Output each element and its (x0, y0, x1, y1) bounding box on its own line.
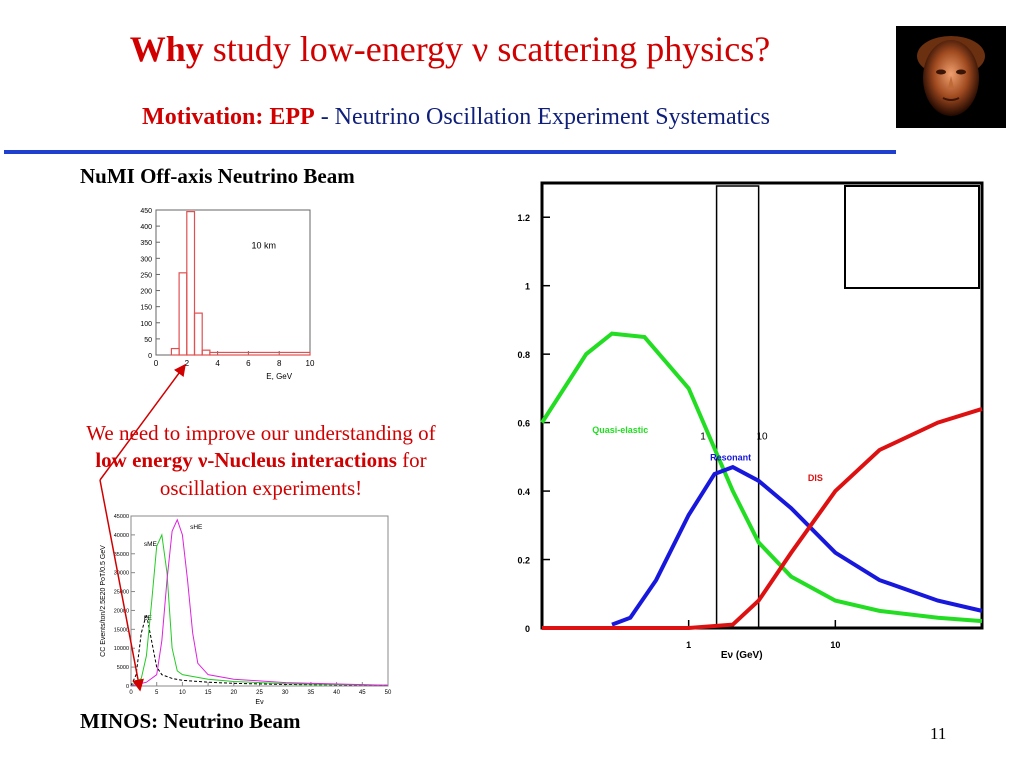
minos-x-tick-label: 10 (179, 690, 186, 696)
note-line-2-rest: for (396, 448, 427, 473)
numi-y-tick-label: 450 (140, 208, 152, 215)
numi-x-tick-label: 8 (277, 359, 282, 368)
minos-series-sme (130, 533, 389, 687)
minos-x-tick-label: 30 (282, 690, 289, 696)
minos-y-tick-label: 15000 (114, 627, 129, 633)
title-emphasis: Why (129, 29, 204, 69)
title-rest: study low-energy ν scattering physics? (203, 29, 771, 69)
numi-x-tick-label: 10 (306, 359, 315, 368)
note-line-3: oscillation experiments! (159, 475, 363, 500)
minos-x-axis-label: Eν (255, 699, 264, 706)
minos-series-le (130, 614, 389, 687)
numi-x-tick-label: 6 (246, 359, 251, 368)
numi-histogram-bar (193, 312, 203, 356)
minos-x-tick-label: 5 (155, 690, 159, 696)
page-number: 11 (930, 724, 947, 743)
minos-series-label: sME (144, 541, 158, 548)
cross-section-chart: 0 0.2 0.4 0.6 0.8 1 1.2 1 10 Eν (GeV) Quasi-elasti… (517, 181, 984, 661)
xs-x-axis-label: Eν (GeV) (721, 650, 763, 661)
minos-x-tick-label: 35 (308, 690, 315, 696)
xs-x-tick-label: 10 (830, 640, 840, 650)
numi-chart-title: 10 km (251, 241, 276, 251)
minos-y-axis-label: CC Events/ton/2.5E20 PoT/0.5 GeV (100, 545, 107, 657)
minos-series-label: LE (144, 615, 153, 622)
minos-y-tick-label: 20000 (114, 608, 129, 614)
xs-series-label: Quasi-elastic (592, 425, 648, 435)
numi-y-tick-label: 200 (140, 289, 152, 296)
numi-y-tick-label: 400 (140, 224, 152, 231)
xs-annotation: 10 (756, 432, 768, 443)
slide-subtitle: Motivation: EPP - Neutrino Oscillation E… (0, 104, 912, 131)
numi-y-tick-label: 350 (140, 240, 152, 247)
numi-y-tick-label: 150 (140, 305, 152, 312)
xs-y-tick-label: 0 (525, 624, 530, 634)
minos-y-tick-label: 5000 (117, 665, 129, 671)
numi-x-tick-label: 2 (185, 359, 190, 368)
numi-x-axis-label: E, GeV (266, 372, 292, 380)
numi-y-tick-label: 300 (140, 256, 152, 263)
numi-y-tick-label: 50 (144, 337, 152, 344)
minos-x-tick-label: 40 (333, 690, 340, 696)
minos-x-tick-label: 0 (129, 690, 133, 696)
xs-series-line (540, 331, 983, 624)
minos-y-tick-label: 40000 (114, 533, 129, 539)
minos-series-label: sHE (190, 524, 203, 531)
minos-y-tick-label: 30000 (114, 571, 129, 577)
xs-legend-box (844, 185, 980, 289)
xs-series-line (542, 407, 983, 630)
numi-histogram-bar (209, 351, 311, 356)
arrow-to-numi-peak (99, 363, 186, 481)
note-line-1: We need to improve our understanding of (86, 421, 436, 445)
minos-series-she (130, 518, 389, 687)
xs-series-line (611, 464, 983, 627)
numi-x-tick-label: 4 (215, 359, 220, 368)
xs-series-label: DIS (808, 473, 823, 483)
xs-y-tick-label: 0.4 (517, 487, 530, 497)
minos-x-tick-label: 50 (385, 690, 392, 696)
minos-y-tick-label: 0 (126, 684, 129, 690)
title-divider (4, 150, 896, 154)
minos-x-tick-label: 15 (205, 690, 212, 696)
xs-series-label: Resonant (710, 452, 751, 462)
xs-y-tick-label: 0.2 (517, 556, 530, 566)
subtitle-emphasis: Motivation: EPP (142, 104, 315, 130)
numi-histogram: 0 50 100 150 200 250 300 350 400 450 0 2 4 6 8 10 10 km E… (140, 208, 315, 380)
xs-x-tick-label: 1 (686, 640, 691, 650)
xs-y-tick-label: 0.6 (517, 419, 530, 429)
minos-beam-label: MINOS: Neutrino Beam (80, 709, 301, 733)
note-emphasis: low energy ν-Nucleus interactions (95, 448, 397, 473)
xs-annotation: 1 (700, 432, 706, 443)
minos-x-tick-label: 45 (359, 690, 366, 696)
xs-y-tick-label: 1 (525, 282, 530, 292)
minos-y-tick-label: 45000 (114, 514, 129, 520)
motivation-note: We need to improve our understanding of l… (40, 420, 482, 502)
minos-y-tick-label: 35000 (114, 552, 129, 558)
xs-y-tick-label: 1.2 (517, 213, 530, 223)
bust-photo-icon (896, 26, 1006, 128)
numi-y-tick-label: 100 (140, 321, 152, 328)
minos-spectra-chart: 0500010000150002000025000300003500040000… (100, 514, 392, 706)
minos-y-tick-label: 10000 (114, 646, 129, 652)
bust-photo (896, 26, 1006, 128)
numi-x-tick-label: 0 (154, 359, 159, 368)
numi-y-tick-label: 250 (140, 272, 152, 279)
arrow-to-minos-peak (99, 479, 144, 692)
subtitle-rest: - Neutrino Oscillation Experiment System… (314, 104, 770, 130)
numi-beam-label: NuMI Off-axis Neutrino Beam (80, 164, 355, 188)
xs-energy-window (715, 185, 760, 629)
numi-histogram-bar (186, 211, 196, 356)
minos-x-tick-label: 25 (256, 690, 263, 696)
xs-y-tick-label: 0.8 (517, 350, 530, 360)
minos-x-tick-label: 20 (230, 690, 237, 696)
numi-y-tick-label: 0 (148, 353, 152, 360)
slide-title: Why study low-energy ν scattering physic… (0, 28, 900, 70)
